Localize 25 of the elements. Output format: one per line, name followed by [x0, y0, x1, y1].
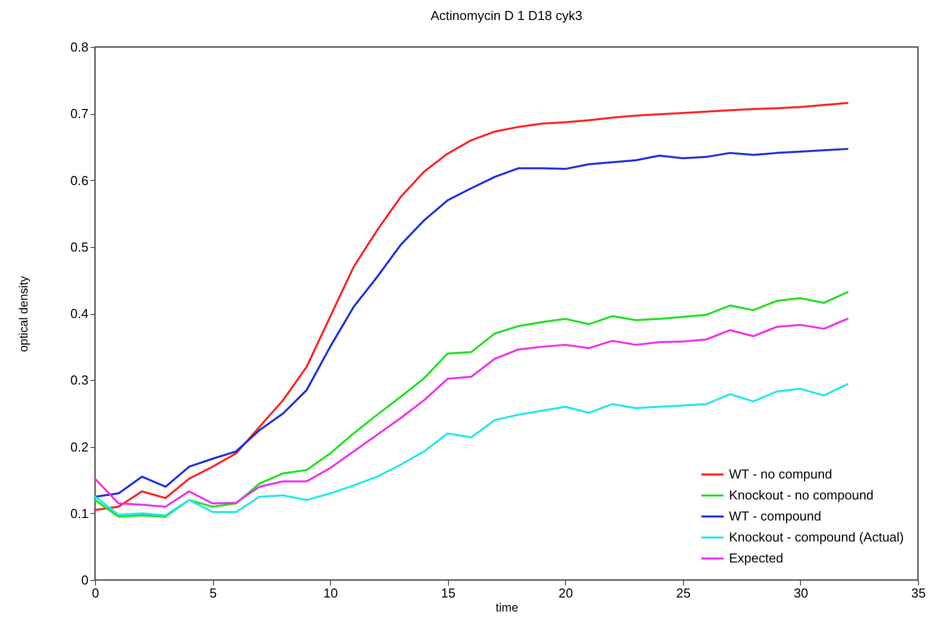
chart-title: Actinomycin D 1 D18 cyk3 — [430, 8, 582, 23]
x-tick-label: 0 — [92, 586, 100, 600]
y-tick-label: 0.4 — [70, 306, 88, 321]
legend-label: Knockout - no compound — [729, 488, 874, 502]
legend-label: Expected — [729, 550, 784, 566]
x-tick-label: 5 — [209, 586, 217, 600]
legend-label: WT - no compund — [729, 466, 832, 482]
x-tick-label: 35 — [911, 586, 926, 600]
y-tick-label: 0.7 — [70, 106, 88, 122]
x-tick-label: 30 — [794, 586, 808, 600]
y-tick-label: 0.6 — [70, 172, 88, 188]
x-tick-label: 20 — [558, 586, 574, 600]
x-tick-label: 15 — [440, 586, 456, 600]
y-tick-label: 0.5 — [70, 239, 88, 254]
legend-label: Knockout - compound (Actual) — [729, 530, 904, 544]
y-tick-label: 0 — [81, 572, 88, 588]
legend-label: WT - compound — [729, 508, 822, 524]
y-tick-label: 0.1 — [70, 506, 88, 521]
x-tick-label: 25 — [676, 586, 691, 600]
y-tick-label: 0.8 — [70, 40, 88, 54]
y-tick-label: 0.3 — [70, 372, 88, 388]
x-axis-title: time — [496, 600, 519, 614]
x-tick-label: 10 — [323, 586, 338, 600]
y-tick-label: 0.2 — [70, 439, 88, 454]
y-axis-title: optical density — [16, 276, 30, 352]
